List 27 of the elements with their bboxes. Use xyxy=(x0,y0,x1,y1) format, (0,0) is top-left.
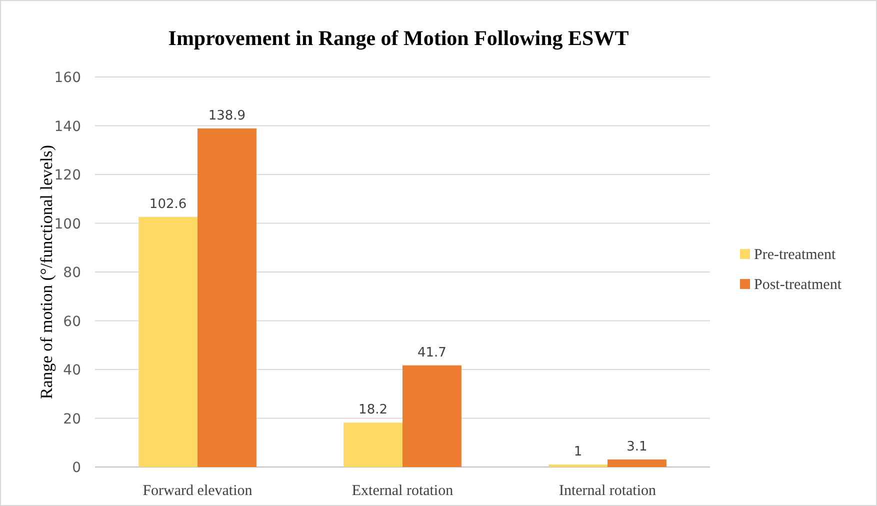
data-label: 18.2 xyxy=(358,402,388,418)
y-tick-label: 20 xyxy=(63,411,81,428)
legend-label: Pre-treatment xyxy=(754,247,836,263)
x-tick-label: Forward elevation xyxy=(142,483,253,499)
data-label: 1 xyxy=(574,444,582,460)
legend-label: Post-treatment xyxy=(754,277,842,293)
bar xyxy=(608,459,666,467)
x-tick-label: External rotation xyxy=(352,483,454,499)
data-label: 3.1 xyxy=(626,439,648,454)
y-axis-title: Range of motion (°/functional levels) xyxy=(37,144,56,400)
x-tick-label: Internal rotation xyxy=(558,483,657,499)
y-tick-label: 100 xyxy=(54,216,81,232)
bar xyxy=(138,216,198,467)
bar xyxy=(402,365,462,467)
data-label: 102.6 xyxy=(149,196,187,212)
y-tick-label: 120 xyxy=(54,168,81,184)
y-tick-label: 40 xyxy=(63,362,81,378)
y-tick-label: 0 xyxy=(72,460,81,476)
y-tick-label: 160 xyxy=(54,70,81,86)
y-tick-label: 80 xyxy=(63,265,81,281)
y-tick-label: 60 xyxy=(63,314,81,330)
bar xyxy=(198,128,256,467)
bar xyxy=(344,422,402,467)
y-tick-label: 140 xyxy=(54,118,81,135)
chart-title: Improvement in Range of Motion Following ESWT xyxy=(168,26,629,50)
data-label: 138.9 xyxy=(208,108,246,124)
data-label: 41.7 xyxy=(417,345,446,360)
